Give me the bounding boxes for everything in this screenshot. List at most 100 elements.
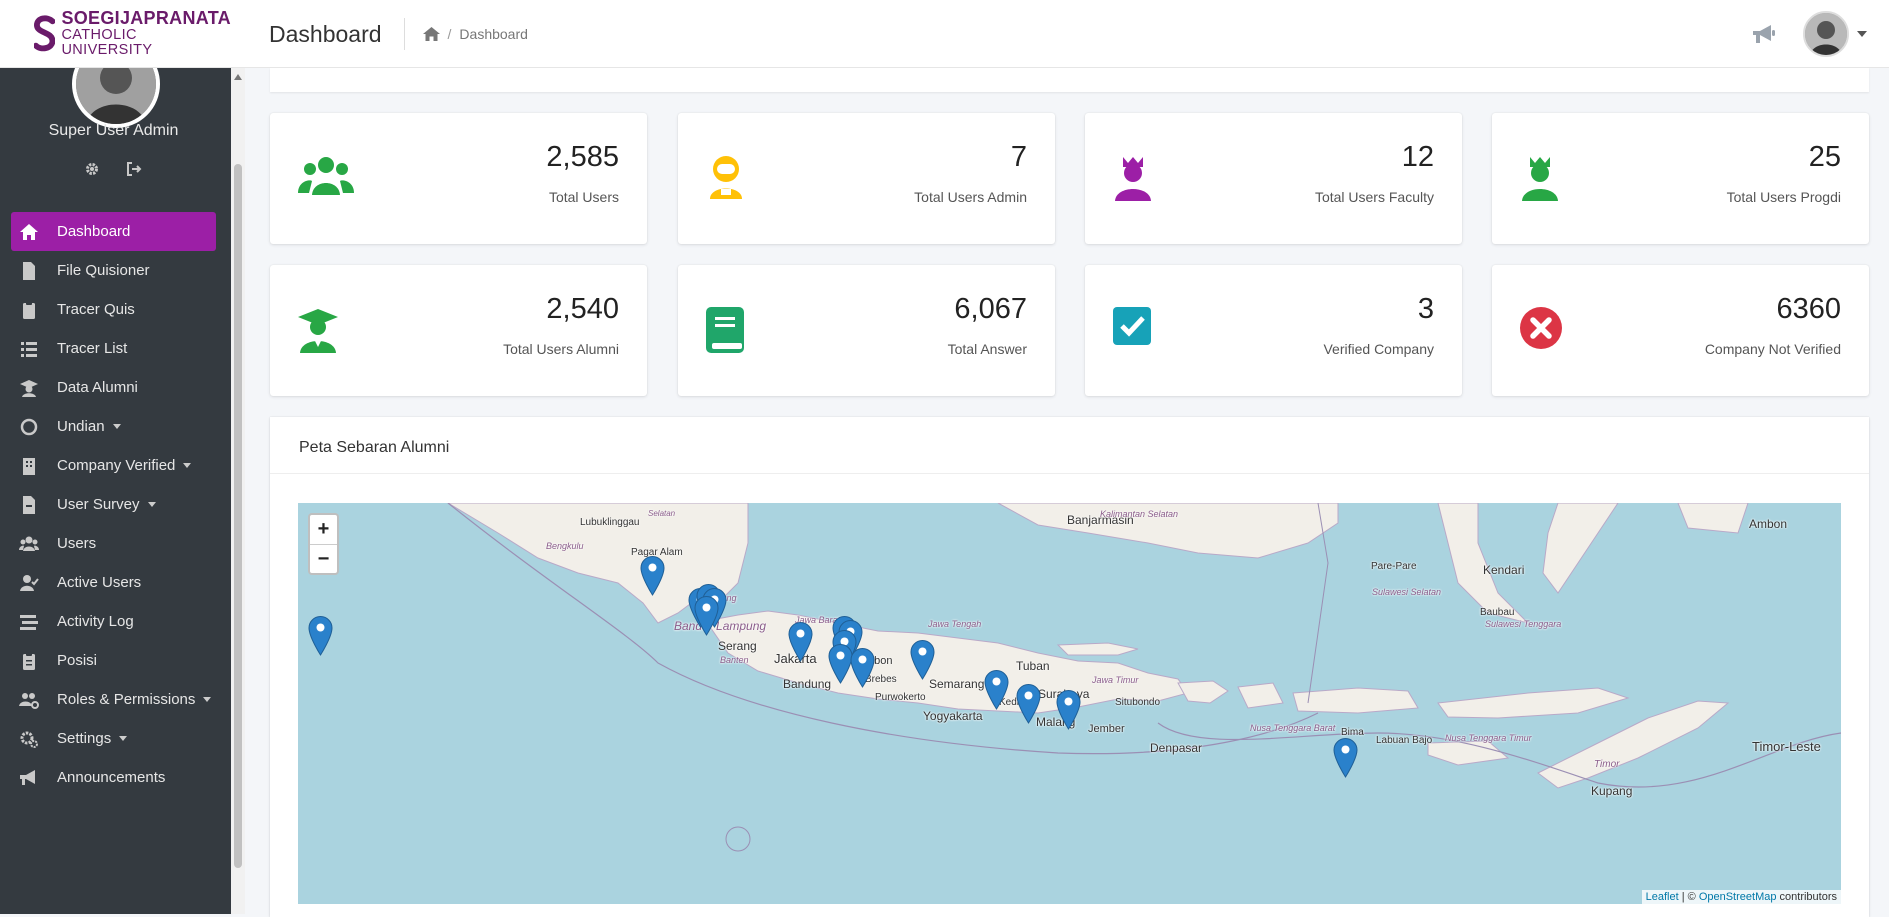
map-place-label: Jawa Barat	[795, 615, 841, 625]
map-place-label: Bima	[1341, 727, 1364, 738]
user-menu-caret-icon[interactable]	[1857, 30, 1867, 37]
map-place-label: Pare-Pare	[1371, 561, 1417, 572]
stat-label: Verified Company	[1323, 341, 1434, 357]
map-marker-icon[interactable]	[1056, 689, 1081, 730]
sidebar-avatar	[72, 68, 160, 128]
scroll-up-arrow-icon[interactable]	[234, 74, 242, 80]
map-place-label: Ambon	[1749, 517, 1788, 531]
sidebar-item-label: Roles & Permissions	[57, 691, 196, 708]
stat-card-total-users-faculty[interactable]: 12 Total Users Faculty	[1085, 113, 1462, 244]
stat-label: Total Users Admin	[914, 189, 1027, 205]
user-crown-icon	[1520, 155, 1560, 206]
map-attribution: Leaflet | © OpenStreetMap contributors	[1641, 890, 1841, 904]
sidebar-item-tracer-list[interactable]: Tracer List	[11, 329, 216, 368]
sidebar-item-dashboard[interactable]: Dashboard	[11, 212, 216, 251]
map-place-label: Timor	[1594, 759, 1620, 770]
attribution-separator: | ©	[1678, 891, 1699, 903]
scrollbar-thumb[interactable]	[234, 164, 242, 868]
sidebar-item-label: File Quisioner	[57, 262, 150, 279]
file-icon	[19, 261, 39, 281]
openstreetmap-link[interactable]: OpenStreetMap	[1698, 891, 1777, 903]
map-place-label: Pagar Alam	[631, 547, 683, 558]
map-marker-icon[interactable]	[694, 595, 719, 636]
sidebar-item-label: Settings	[57, 730, 112, 747]
map-place-label: Banten	[720, 655, 749, 665]
university-logo[interactable]: SOEGIJAPRANATA CATHOLIC UNIVERSITY	[0, 0, 231, 68]
map-marker-icon[interactable]	[1333, 737, 1358, 778]
stat-label: Total Answer	[947, 341, 1027, 357]
sidebar-item-label: Tracer Quis	[57, 301, 135, 318]
user-crown-icon	[1113, 155, 1153, 206]
sidebar-item-file-quisioner[interactable]: File Quisioner	[11, 251, 216, 290]
leaflet-link[interactable]: Leaflet	[1645, 891, 1679, 903]
map-place-label: Brebes	[865, 674, 897, 685]
map-marker-icon[interactable]	[640, 555, 665, 596]
map-place-label: Kendari	[1483, 563, 1525, 577]
sidebar-item-active-users[interactable]: Active Users	[11, 563, 216, 602]
map-place-label: Kalimantan Selatan	[1100, 509, 1179, 519]
map-marker-icon[interactable]	[910, 639, 935, 680]
zoom-in-button[interactable]: +	[317, 518, 330, 540]
home-icon[interactable]	[422, 26, 440, 41]
map-marker-icon[interactable]	[788, 621, 813, 662]
map-place-label: Jember	[1088, 723, 1125, 735]
list-icon	[19, 339, 39, 359]
sidebar-item-posisi[interactable]: Posisi	[11, 641, 216, 680]
file-survey-icon	[19, 495, 39, 515]
sidebar-item-roles-permissions[interactable]: Roles & Permissions	[11, 680, 216, 719]
sidebar-scrollbar[interactable]	[231, 68, 245, 914]
stat-card-total-users-admin[interactable]: 7 Total Users Admin	[678, 113, 1055, 244]
check-square-icon	[1113, 307, 1151, 350]
sidebar-item-data-alumni[interactable]: Data Alumni	[11, 368, 216, 407]
users-icon	[19, 534, 39, 554]
gear-icon[interactable]	[85, 162, 99, 176]
map-marker-icon[interactable]	[308, 615, 333, 656]
sidebar-item-tracer-quis[interactable]: Tracer Quis	[11, 290, 216, 329]
sidebar-avatar-photo-icon	[76, 68, 156, 124]
map-marker-icon[interactable]	[828, 643, 853, 684]
map-place-label: Nusa Tenggara Barat	[1250, 723, 1336, 733]
map-place-label: Banjarmasin	[1067, 513, 1134, 527]
stat-label: Total Users Progdi	[1726, 189, 1841, 205]
stat-value: 25	[1808, 141, 1841, 173]
sidebar-item-user-survey[interactable]: User Survey	[11, 485, 216, 524]
megaphone-icon[interactable]	[1751, 23, 1777, 45]
sidebar-item-users[interactable]: Users	[11, 524, 216, 563]
sidebar-item-label: Data Alumni	[57, 379, 138, 396]
map-marker-icon[interactable]	[1016, 683, 1041, 724]
sidebar-item-settings[interactable]: Settings	[11, 719, 216, 758]
map-marker-icon[interactable]	[984, 669, 1009, 710]
user-astronaut-icon	[706, 155, 746, 204]
sidebar-item-announcements[interactable]: Announcements	[11, 758, 216, 797]
map-place-label: Labuan Bajo	[1376, 735, 1433, 746]
stat-card-total-users-progdi[interactable]: 25 Total Users Progdi	[1492, 113, 1869, 244]
map-place-label: Sulawesi Tenggara	[1485, 619, 1562, 629]
user-avatar[interactable]	[1803, 10, 1849, 57]
chevron-down-icon	[147, 502, 156, 507]
sidebar-item-activity-log[interactable]: Activity Log	[11, 602, 216, 641]
zoom-out-button[interactable]: −	[310, 544, 337, 573]
map-marker-icon[interactable]	[850, 647, 875, 688]
stat-card-total-users[interactable]: 2,585 Total Users	[270, 113, 647, 244]
stat-card-verified-company[interactable]: 3 Verified Company	[1085, 265, 1462, 396]
stat-card-total-users-alumni[interactable]: 2,540 Total Users Alumni	[270, 265, 647, 396]
sidebar-menu: Dashboard File Quisioner Tracer Quis Tracer…	[11, 212, 216, 797]
sidebar-item-label: Activity Log	[57, 613, 134, 630]
stat-value: 6360	[1776, 293, 1841, 325]
sidebar-item-label: Users	[57, 535, 97, 552]
map-place-label: Sulawesi Selatan	[1372, 587, 1442, 597]
map-place-label: Yogyakarta	[923, 709, 983, 723]
building-icon	[19, 456, 39, 476]
logout-icon[interactable]	[127, 162, 142, 176]
stat-card-total-answer[interactable]: 6,067 Total Answer	[678, 265, 1055, 396]
stat-card-company-not-verified[interactable]: 6360 Company Not Verified	[1492, 265, 1869, 396]
sidebar-item-label: Company Verified	[57, 457, 176, 474]
bullhorn-icon	[19, 768, 39, 788]
sidebar-item-undian[interactable]: Undian	[11, 407, 216, 446]
map-card-title: Peta Sebaran Alumni	[270, 417, 1869, 474]
sidebar-item-label: User Survey	[57, 496, 140, 513]
map-place-label: Purwokerto	[875, 692, 926, 703]
sidebar-item-company-verified[interactable]: Company Verified	[11, 446, 216, 485]
stat-label: Total Users	[548, 189, 619, 205]
